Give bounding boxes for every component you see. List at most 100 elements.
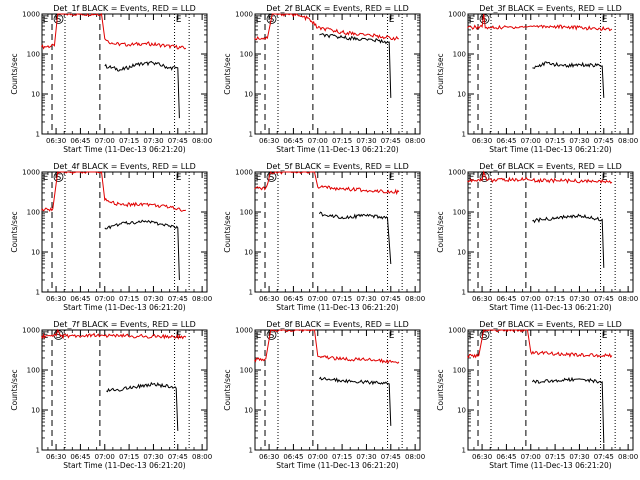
panel-title: Det_4f BLACK = Events, RED = LLD <box>53 162 196 171</box>
event-rate-line <box>104 60 180 119</box>
x-tick-label: 07:00 <box>308 453 328 461</box>
x-tick-label: 08:00 <box>405 137 425 145</box>
x-tick-label: 06:45 <box>70 137 90 145</box>
y-tick-label: 1 <box>462 131 466 139</box>
lld-rate-line <box>254 171 400 196</box>
event-rate-line <box>319 376 392 426</box>
y-tick-label: 100 <box>240 209 253 217</box>
x-tick-label: 07:45 <box>381 295 401 303</box>
eclipse-marker-label: E <box>469 15 475 25</box>
y-tick-label: 1 <box>36 131 40 139</box>
x-tick-label: 07:30 <box>356 137 376 145</box>
y-tick-label: 1000 <box>235 169 253 177</box>
lld-rate-line <box>41 328 187 340</box>
event-rate-line <box>532 213 605 268</box>
eclipse-marker-label: E <box>43 173 49 183</box>
y-tick-label: 10 <box>457 407 466 415</box>
eclipse-marker-label: E <box>602 331 608 341</box>
panel-title: Det_1f BLACK = Events, RED = LLD <box>53 4 196 13</box>
plot-frame <box>41 171 208 293</box>
y-tick-label: 100 <box>27 209 40 217</box>
eclipse-marker-label: E <box>176 15 182 25</box>
x-tick-label: 07:15 <box>332 137 352 145</box>
x-tick-label: 08:00 <box>192 453 212 461</box>
saa-marker-label: S <box>56 173 62 183</box>
plot-frame <box>467 13 634 135</box>
x-tick-label: 06:30 <box>259 137 279 145</box>
x-tick-label: 06:45 <box>70 453 90 461</box>
eclipse-marker-label: E <box>256 331 262 341</box>
x-tick-label: 07:00 <box>95 453 115 461</box>
x-tick-label: 07:00 <box>521 295 541 303</box>
y-tick-label: 100 <box>27 51 40 59</box>
eclipse-marker-label: E <box>469 173 475 183</box>
event-rate-line <box>319 33 392 98</box>
plot-frame <box>467 329 634 451</box>
event-rate-line <box>104 219 180 281</box>
y-tick-label: 1000 <box>448 169 466 177</box>
eclipse-marker-label: E <box>602 15 608 25</box>
y-axis-label: Counts/sec <box>10 53 19 94</box>
x-tick-label: 06:45 <box>496 453 516 461</box>
event-rate-line <box>318 211 392 265</box>
x-tick-label: 08:00 <box>618 137 638 145</box>
y-tick-label: 10 <box>31 407 40 415</box>
plot-frame <box>254 329 421 451</box>
y-tick-label: 1 <box>249 289 253 297</box>
x-tick-label: 06:45 <box>70 295 90 303</box>
eclipse-marker-label: E <box>256 173 262 183</box>
plot-frame <box>41 13 208 135</box>
y-tick-label: 1 <box>36 289 40 297</box>
eclipse-marker-label: E <box>602 173 608 183</box>
x-tick-label: 08:00 <box>192 295 212 303</box>
event-rate-line <box>532 61 605 98</box>
x-tick-label: 06:45 <box>496 295 516 303</box>
saa-marker-circle <box>479 172 490 182</box>
x-tick-label: 07:00 <box>521 137 541 145</box>
y-axis-label: Counts/sec <box>436 53 445 94</box>
x-tick-label: 07:30 <box>143 453 163 461</box>
x-tick-label: 07:45 <box>594 295 614 303</box>
y-tick-label: 100 <box>240 51 253 59</box>
detector-panel: Det_5f BLACK = Events, RED = LLD 1 10 100 10… <box>223 162 425 312</box>
x-tick-label: 07:30 <box>143 295 163 303</box>
x-tick-label: 06:45 <box>283 295 303 303</box>
x-tick-label: 07:15 <box>119 295 139 303</box>
x-axis-label: Start Time (11-Dec-13 06:21:20) <box>489 303 611 312</box>
x-axis-label: Start Time (11-Dec-13 06:21:20) <box>489 145 611 154</box>
x-tick-label: 08:00 <box>618 453 638 461</box>
x-tick-label: 07:00 <box>308 295 328 303</box>
panel-title: Det_8f BLACK = Events, RED = LLD <box>266 320 409 329</box>
saa-marker-label: S <box>56 331 62 341</box>
lld-rate-line <box>467 328 613 359</box>
x-tick-label: 06:45 <box>496 137 516 145</box>
y-axis-label: Counts/sec <box>436 211 445 252</box>
y-tick-label: 1 <box>249 131 253 139</box>
eclipse-marker-label: E <box>389 173 395 183</box>
x-tick-label: 08:00 <box>192 137 212 145</box>
lld-rate-line <box>467 170 613 185</box>
detector-panel: Det_4f BLACK = Events, RED = LLD 1 10 100 10… <box>10 162 212 312</box>
y-tick-label: 10 <box>31 249 40 257</box>
y-tick-label: 1000 <box>22 327 40 335</box>
x-axis-label: Start Time (11-Dec-13 06:21:20) <box>276 461 398 470</box>
y-tick-label: 100 <box>453 367 466 375</box>
x-tick-label: 07:30 <box>569 295 589 303</box>
x-tick-label: 06:45 <box>283 137 303 145</box>
x-tick-label: 07:15 <box>332 453 352 461</box>
x-tick-label: 07:15 <box>545 453 565 461</box>
y-tick-label: 1 <box>249 447 253 455</box>
detector-panel: Det_2f BLACK = Events, RED = LLD 1 10 100 10… <box>223 4 425 154</box>
y-tick-label: 100 <box>240 367 253 375</box>
eclipse-marker-label: E <box>256 15 262 25</box>
detector-panel: Det_6f BLACK = Events, RED = LLD 1 10 100 10… <box>436 162 638 312</box>
x-tick-label: 06:30 <box>46 137 66 145</box>
y-tick-label: 1000 <box>448 11 466 19</box>
eclipse-marker-label: E <box>43 15 49 25</box>
y-axis-label: Counts/sec <box>436 369 445 410</box>
eclipse-marker-label: E <box>389 331 395 341</box>
eclipse-marker-label: E <box>389 15 395 25</box>
detector-panel: Det_1f BLACK = Events, RED = LLD 1 10 100 10… <box>10 4 212 154</box>
x-tick-label: 06:30 <box>472 453 492 461</box>
